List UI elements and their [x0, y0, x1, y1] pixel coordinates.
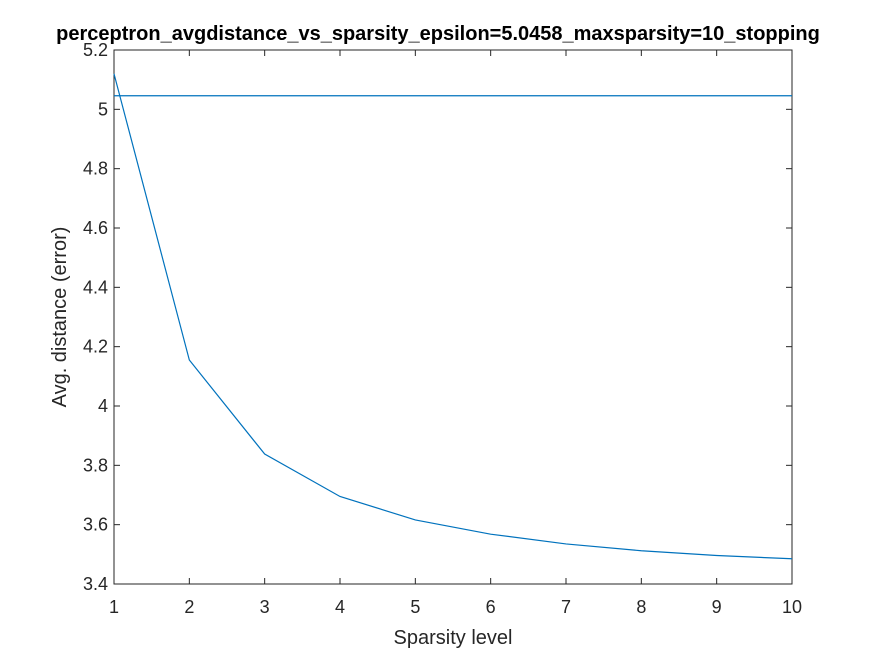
y-tick-label: 4.2: [83, 337, 108, 357]
x-tick-label: 7: [561, 597, 571, 617]
x-tick-label: 9: [712, 597, 722, 617]
y-tick-label: 5.2: [83, 40, 108, 60]
x-tick-label: 6: [486, 597, 496, 617]
x-tick-label: 10: [782, 597, 802, 617]
y-tick-label: 5: [98, 99, 108, 119]
y-tick-label: 4.4: [83, 277, 108, 297]
tick-layer: 1 2 3 4 5 6 7 8 9 10 3.4 3.6 3.8 4 4.2 4.4 4.6 4.8 5 5.2: [83, 40, 802, 617]
x-axis-label: Sparsity level: [394, 627, 513, 649]
plot-area-box: [113, 49, 793, 585]
y-tick-label: 4.6: [83, 218, 108, 238]
y-tick-label: 3.6: [83, 515, 108, 535]
x-tick-label: 3: [260, 597, 270, 617]
series-layer: [113, 73, 793, 560]
series-line-1: [113, 73, 793, 560]
x-tick-label: 5: [410, 597, 420, 617]
chart-title: perceptron_avgdistance_vs_sparsity_epsil…: [56, 23, 820, 45]
x-tick-label: 1: [109, 597, 119, 617]
y-tick-label: 3.8: [83, 455, 108, 475]
x-tick-label: 8: [636, 597, 646, 617]
y-tick-label: 3.4: [83, 574, 108, 594]
y-tick-label: 4: [98, 396, 108, 416]
x-tick-label: 4: [335, 597, 345, 617]
x-tick-label: 2: [184, 597, 194, 617]
y-axis-label: Avg. distance (error): [49, 227, 71, 408]
y-tick-label: 4.8: [83, 159, 108, 179]
